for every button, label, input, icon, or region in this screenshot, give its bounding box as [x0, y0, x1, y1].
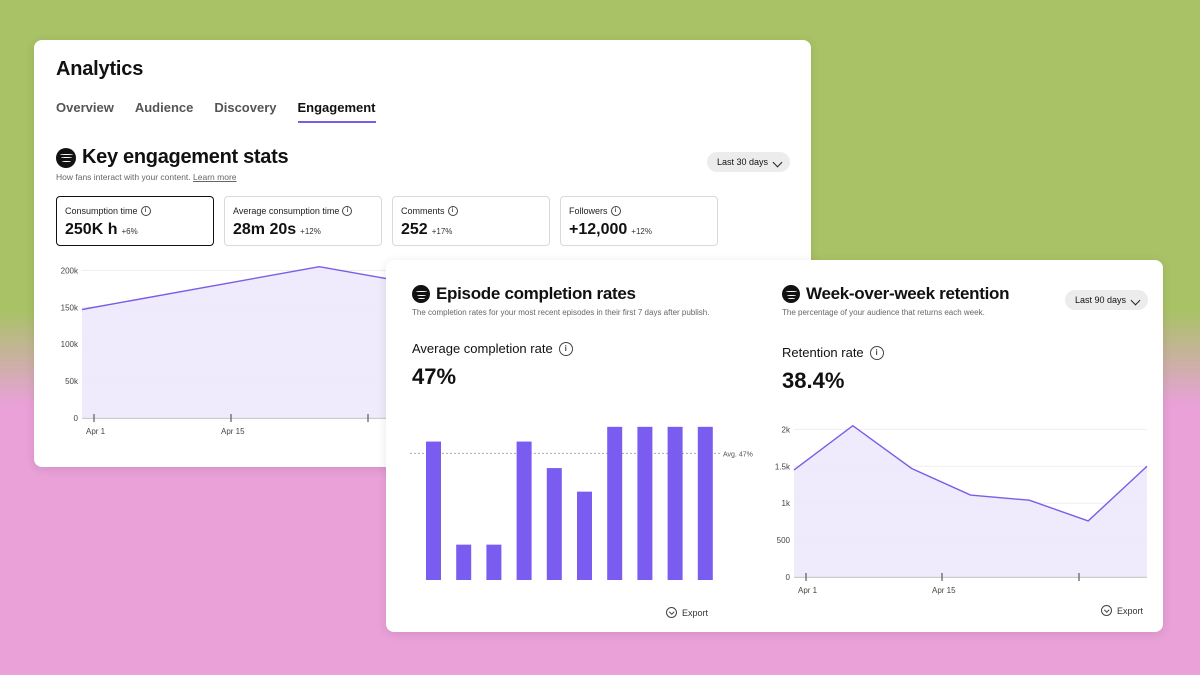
retention-rate-value: 38.4% [782, 368, 845, 393]
info-icon[interactable]: i [342, 206, 353, 216]
bar [577, 491, 592, 580]
stat-delta: +6% [121, 227, 138, 236]
analytics-tabs: Overview Audience Discovery Engagement [56, 100, 376, 123]
spotify-icon [56, 147, 76, 168]
stat-label: Average consumption time [233, 206, 340, 216]
bar [607, 426, 623, 580]
stat-card-average-consumption-time[interactable]: Average consumption time i 28m 20s +12% [224, 196, 382, 246]
stat-value: 252 [401, 221, 428, 238]
stat-card-comments[interactable]: Comments i 252 +17% [392, 196, 550, 246]
bar [486, 544, 502, 580]
key-stats-title: Key engagement stats [82, 146, 289, 168]
avg-completion-label: Average completion rate i [412, 341, 573, 356]
stat-delta: +12% [300, 227, 321, 236]
learn-more-link[interactable]: Learn more [193, 172, 237, 182]
info-icon[interactable]: i [610, 206, 621, 216]
x-tick-label: Apr 1 [86, 427, 106, 436]
export-label: Export [682, 607, 709, 618]
stat-card-consumption-time[interactable]: Consumption time i 250K h +6% [56, 196, 214, 246]
chevron-down-icon [1130, 295, 1141, 306]
page-title: Analytics [56, 58, 144, 80]
date-range-label: Last 30 days [717, 157, 769, 167]
retention-range-dropdown[interactable]: Last 90 days [1065, 290, 1149, 310]
y-tick-label: 100k [61, 340, 79, 349]
y-tick-label: 0 [786, 573, 791, 582]
info-icon[interactable]: i [558, 341, 573, 356]
avg-completion-value: 47% [412, 364, 457, 389]
bar [667, 426, 683, 580]
spotify-icon [782, 285, 800, 303]
y-tick-label: 1.5k [775, 462, 791, 471]
bar [637, 426, 653, 580]
export-button[interactable]: Export [1101, 605, 1143, 616]
stat-delta: +12% [631, 227, 652, 236]
retention-title: Week-over-week retention [806, 284, 1010, 303]
bar [456, 544, 472, 580]
stat-label: Comments [401, 206, 445, 216]
stat-label: Followers [569, 206, 608, 216]
metric-label-text: Retention rate [782, 345, 864, 360]
stat-value: 250K h [65, 221, 118, 238]
date-range-dropdown[interactable]: Last 30 days [707, 152, 791, 172]
y-tick-label: 50k [65, 377, 79, 386]
bar [697, 426, 713, 580]
y-tick-label: 0 [74, 414, 79, 423]
x-tick-label: Apr 15 [221, 427, 245, 436]
stat-label: Consumption time [65, 206, 138, 216]
bar [516, 441, 532, 580]
y-tick-label: 1k [782, 499, 791, 508]
episode-title: Episode completion rates [436, 284, 636, 303]
area-fill [794, 425, 1147, 577]
retention-header: Week-over-week retention [782, 284, 1009, 304]
bar [426, 441, 441, 580]
key-stats-subtitle-text: How fans interact with your content. [56, 172, 191, 182]
y-tick-label: 200k [61, 266, 79, 275]
key-stats-subtitle: How fans interact with your content. Lea… [56, 172, 237, 182]
stat-card-followers[interactable]: Followers i +12,000 +12% [560, 196, 718, 246]
info-icon[interactable]: i [140, 206, 151, 216]
stat-delta: +17% [431, 227, 453, 236]
bar [546, 468, 562, 580]
tab-audience[interactable]: Audience [134, 100, 194, 115]
export-button[interactable]: Export [666, 607, 708, 618]
download-icon [1101, 605, 1112, 616]
y-tick-label: 150k [61, 303, 79, 312]
retention-area-chart: 0 500 1k 1.5k 2k Apr 1 Apr 15 [775, 424, 1148, 595]
retention-range-label: Last 90 days [1075, 295, 1127, 305]
x-tick-label: Apr 15 [932, 586, 956, 595]
chevron-down-icon [772, 157, 783, 168]
tab-engagement[interactable]: Engagement [297, 100, 376, 123]
episode-retention-card: Episode completion rates The completion … [386, 260, 1163, 632]
episode-header: Episode completion rates [412, 284, 636, 304]
tab-discovery[interactable]: Discovery [214, 100, 277, 115]
retention-rate-label: Retention rate i [782, 345, 884, 360]
download-icon [666, 607, 677, 618]
tab-overview[interactable]: Overview [56, 100, 114, 115]
y-tick-label: 2k [782, 425, 791, 434]
average-label: Avg. 47% [723, 451, 753, 458]
info-icon[interactable]: i [447, 206, 458, 216]
spotify-icon [412, 285, 430, 303]
completion-bar-chart: Avg. 47% [410, 426, 753, 580]
metric-label-text: Average completion rate [412, 341, 553, 356]
key-stats-header: Key engagement stats [56, 146, 289, 169]
y-tick-label: 500 [777, 536, 791, 545]
stat-value: +12,000 [569, 221, 628, 238]
stat-value: 28m 20s [233, 221, 297, 238]
x-tick-label: Apr 1 [798, 586, 818, 595]
export-label: Export [1117, 605, 1144, 616]
info-icon[interactable]: i [869, 345, 884, 360]
retention-subtitle: The percentage of your audience that ret… [782, 308, 985, 317]
episode-subtitle: The completion rates for your most recen… [412, 308, 710, 317]
